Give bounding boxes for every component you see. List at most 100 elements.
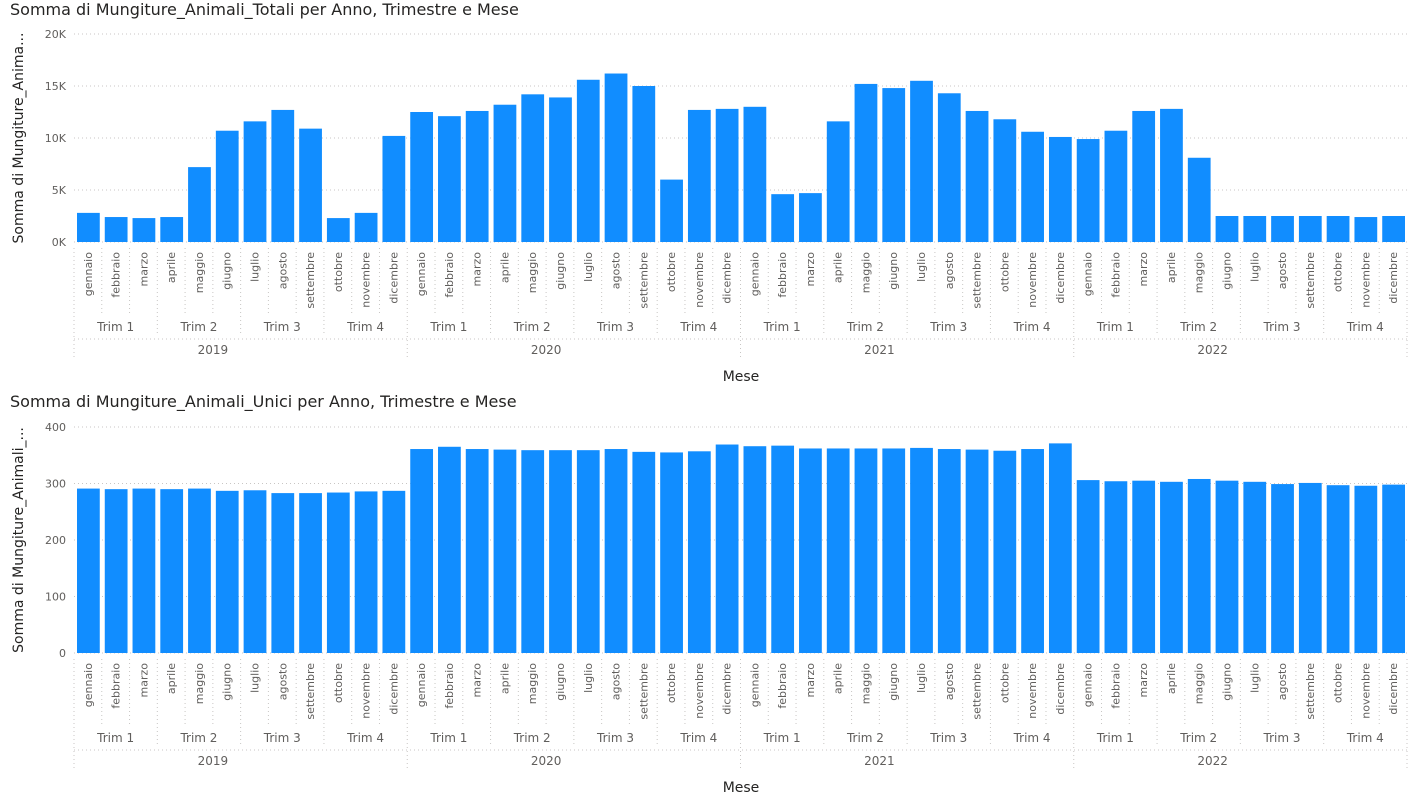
bar[interactable] — [576, 450, 600, 653]
bar[interactable] — [1048, 136, 1072, 242]
bar[interactable] — [826, 448, 850, 653]
quarter-tick-label: Trim 3 — [596, 731, 634, 745]
bar[interactable] — [1104, 481, 1128, 653]
bar[interactable] — [1215, 480, 1239, 653]
bar[interactable] — [243, 490, 267, 653]
bar[interactable] — [632, 451, 656, 653]
bar[interactable] — [1132, 480, 1156, 653]
bar[interactable] — [1326, 485, 1350, 653]
bar[interactable] — [1382, 216, 1405, 242]
bar[interactable] — [1076, 139, 1100, 242]
bar[interactable] — [854, 83, 878, 242]
bar[interactable] — [215, 490, 239, 653]
bar[interactable] — [604, 449, 628, 653]
bar[interactable] — [576, 79, 600, 242]
bar[interactable] — [1021, 131, 1044, 242]
bar[interactable] — [493, 449, 517, 653]
month-tick-label: luglio — [249, 663, 262, 693]
bar[interactable] — [465, 449, 489, 653]
bar[interactable] — [326, 218, 350, 242]
bar[interactable] — [1326, 216, 1350, 242]
bar[interactable] — [1048, 443, 1072, 653]
bar[interactable] — [1243, 216, 1267, 242]
bar[interactable] — [465, 110, 489, 243]
bar[interactable] — [882, 88, 906, 242]
bar[interactable] — [715, 108, 739, 242]
bar[interactable] — [299, 493, 322, 653]
bar[interactable] — [382, 490, 406, 653]
bar[interactable] — [1243, 481, 1267, 653]
bar[interactable] — [243, 121, 267, 242]
bar[interactable] — [771, 445, 795, 653]
bar[interactable] — [521, 450, 545, 653]
bar[interactable] — [687, 109, 711, 242]
bar[interactable] — [410, 112, 434, 242]
bar[interactable] — [1132, 110, 1156, 243]
bar[interactable] — [104, 217, 128, 242]
bar[interactable] — [660, 179, 683, 242]
bar[interactable] — [326, 492, 350, 653]
bar[interactable] — [493, 104, 517, 242]
bar[interactable] — [1076, 480, 1100, 653]
bar[interactable] — [132, 218, 156, 242]
bar[interactable] — [993, 450, 1017, 653]
bar[interactable] — [354, 491, 378, 653]
bar[interactable] — [1271, 484, 1294, 653]
bar[interactable] — [549, 97, 572, 242]
bar[interactable] — [910, 447, 933, 653]
bar[interactable] — [799, 193, 822, 242]
bar[interactable] — [1298, 482, 1322, 653]
bar[interactable] — [1215, 216, 1239, 242]
bar[interactable] — [965, 110, 989, 243]
bar[interactable] — [604, 73, 628, 243]
bar[interactable] — [1160, 108, 1183, 242]
bar[interactable] — [854, 448, 878, 653]
bar[interactable] — [882, 448, 906, 653]
bar[interactable] — [438, 116, 461, 242]
bar[interactable] — [771, 194, 795, 242]
bar[interactable] — [715, 444, 739, 653]
bar[interactable] — [299, 128, 322, 242]
month-tick-label: maggio — [526, 663, 539, 704]
bar[interactable] — [271, 109, 295, 242]
bar[interactable] — [993, 119, 1017, 242]
bar[interactable] — [1298, 216, 1322, 242]
bar[interactable] — [1187, 478, 1211, 653]
bar[interactable] — [188, 167, 211, 242]
bar[interactable] — [188, 488, 211, 653]
bar[interactable] — [549, 450, 572, 653]
bar[interactable] — [743, 446, 767, 653]
bar[interactable] — [160, 217, 184, 242]
bar[interactable] — [160, 489, 184, 653]
bar[interactable] — [1354, 217, 1378, 242]
bar[interactable] — [799, 448, 822, 653]
bar[interactable] — [354, 212, 378, 242]
bar[interactable] — [937, 449, 961, 653]
bar[interactable] — [1187, 157, 1211, 242]
bar[interactable] — [687, 451, 711, 653]
bar[interactable] — [826, 121, 850, 242]
bar[interactable] — [215, 130, 239, 242]
bar[interactable] — [910, 80, 933, 242]
bar[interactable] — [1271, 216, 1294, 242]
bar[interactable] — [382, 135, 406, 242]
bar[interactable] — [521, 94, 545, 242]
bar[interactable] — [104, 489, 128, 653]
bar[interactable] — [1104, 130, 1128, 242]
bar[interactable] — [1160, 481, 1183, 653]
bar[interactable] — [660, 452, 683, 653]
bar[interactable] — [1382, 484, 1405, 653]
bar[interactable] — [132, 488, 156, 653]
bar[interactable] — [438, 446, 461, 653]
bar[interactable] — [965, 449, 989, 653]
bar[interactable] — [1354, 485, 1378, 653]
bar[interactable] — [77, 488, 100, 653]
bar[interactable] — [77, 212, 100, 242]
bar[interactable] — [632, 86, 656, 242]
bar[interactable] — [1021, 449, 1044, 653]
bar[interactable] — [410, 449, 434, 653]
month-tick-label: novembre — [693, 252, 706, 308]
bar[interactable] — [743, 106, 767, 242]
bar[interactable] — [271, 493, 295, 653]
bar[interactable] — [937, 93, 961, 242]
